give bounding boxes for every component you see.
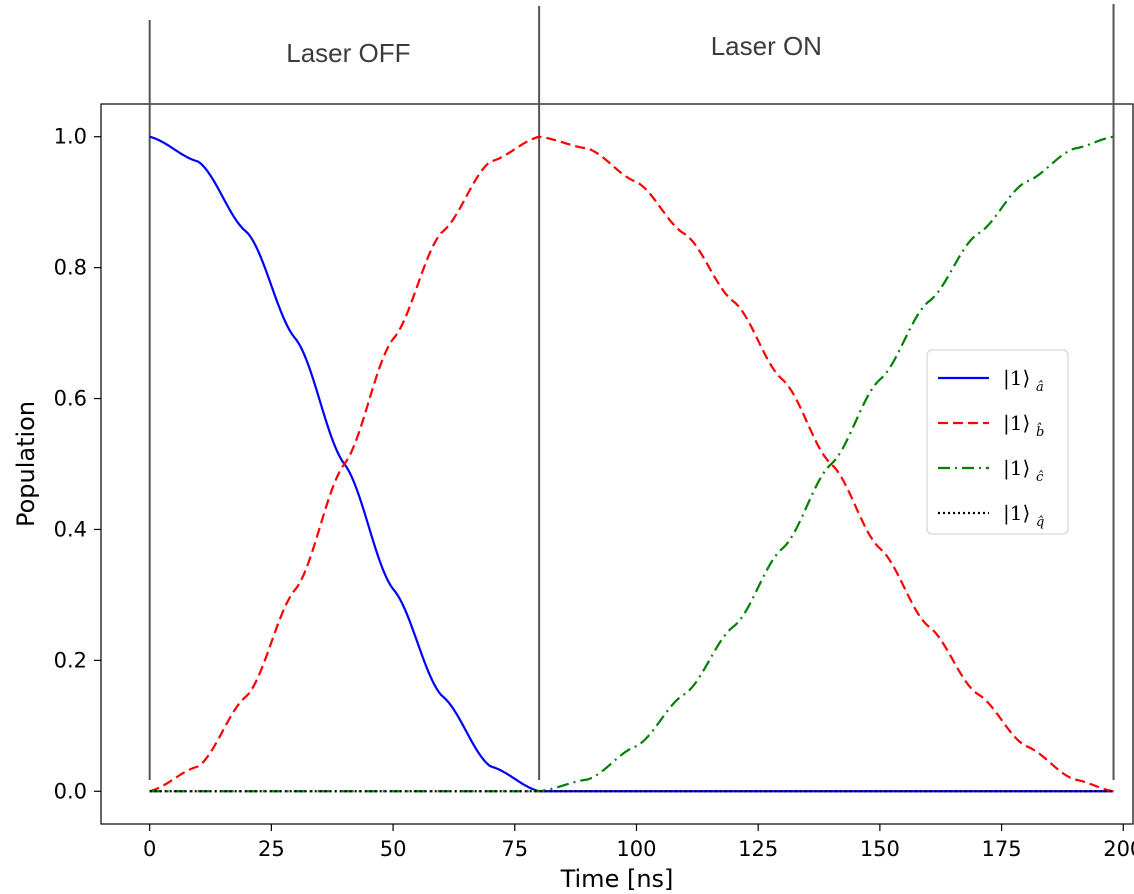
legend-label: |1⟩ [1003, 501, 1030, 526]
x-tick-marks: 0 25 50 75 100 125 150 175 200 [143, 824, 1134, 861]
legend-subscript: ĉ [1036, 470, 1044, 485]
x-tick-label: 100 [616, 837, 656, 861]
y-tick-label: 0.4 [54, 517, 87, 541]
legend-label: |1⟩ [1003, 411, 1030, 436]
x-tick-label: 50 [380, 837, 407, 861]
legend-label: |1⟩ [1003, 366, 1030, 391]
x-tick-label: 200 [1103, 837, 1134, 861]
y-tick-marks: 0.0 0.2 0.4 0.6 0.8 1.0 [54, 125, 101, 803]
y-tick-label: 0.0 [54, 779, 87, 803]
x-tick-label: 25 [258, 837, 285, 861]
legend-label: |1⟩ [1003, 456, 1030, 481]
y-axis-label: Population [12, 401, 40, 527]
x-axis-label: Time [ns] [560, 865, 674, 893]
region-label: Laser ON [711, 31, 822, 61]
x-tick-label: 150 [860, 837, 900, 861]
legend-subscript: b̂ [1036, 422, 1044, 440]
x-tick-label: 125 [738, 837, 778, 861]
x-tick-label: 0 [143, 837, 156, 861]
series-lines [149, 135, 1114, 793]
y-tick-label: 1.0 [54, 125, 87, 149]
x-tick-label: 75 [501, 837, 528, 861]
y-tick-label: 0.6 [54, 387, 87, 411]
region-label: Laser OFF [286, 38, 410, 68]
x-tick-label: 175 [982, 837, 1022, 861]
series-line-1 [149, 135, 1114, 793]
legend-box [926, 349, 1069, 535]
region-dividers [148, 4, 1115, 780]
legend: |1⟩ â |1⟩ b̂ |1⟩ ĉ |1⟩ q̂ [926, 349, 1069, 535]
region-labels: Laser OFF Laser ON [286, 31, 822, 68]
legend-subscript: â [1036, 380, 1044, 395]
legend-subscript: q̂ [1036, 515, 1044, 530]
y-tick-label: 0.8 [54, 256, 87, 280]
y-tick-label: 0.2 [54, 648, 87, 672]
